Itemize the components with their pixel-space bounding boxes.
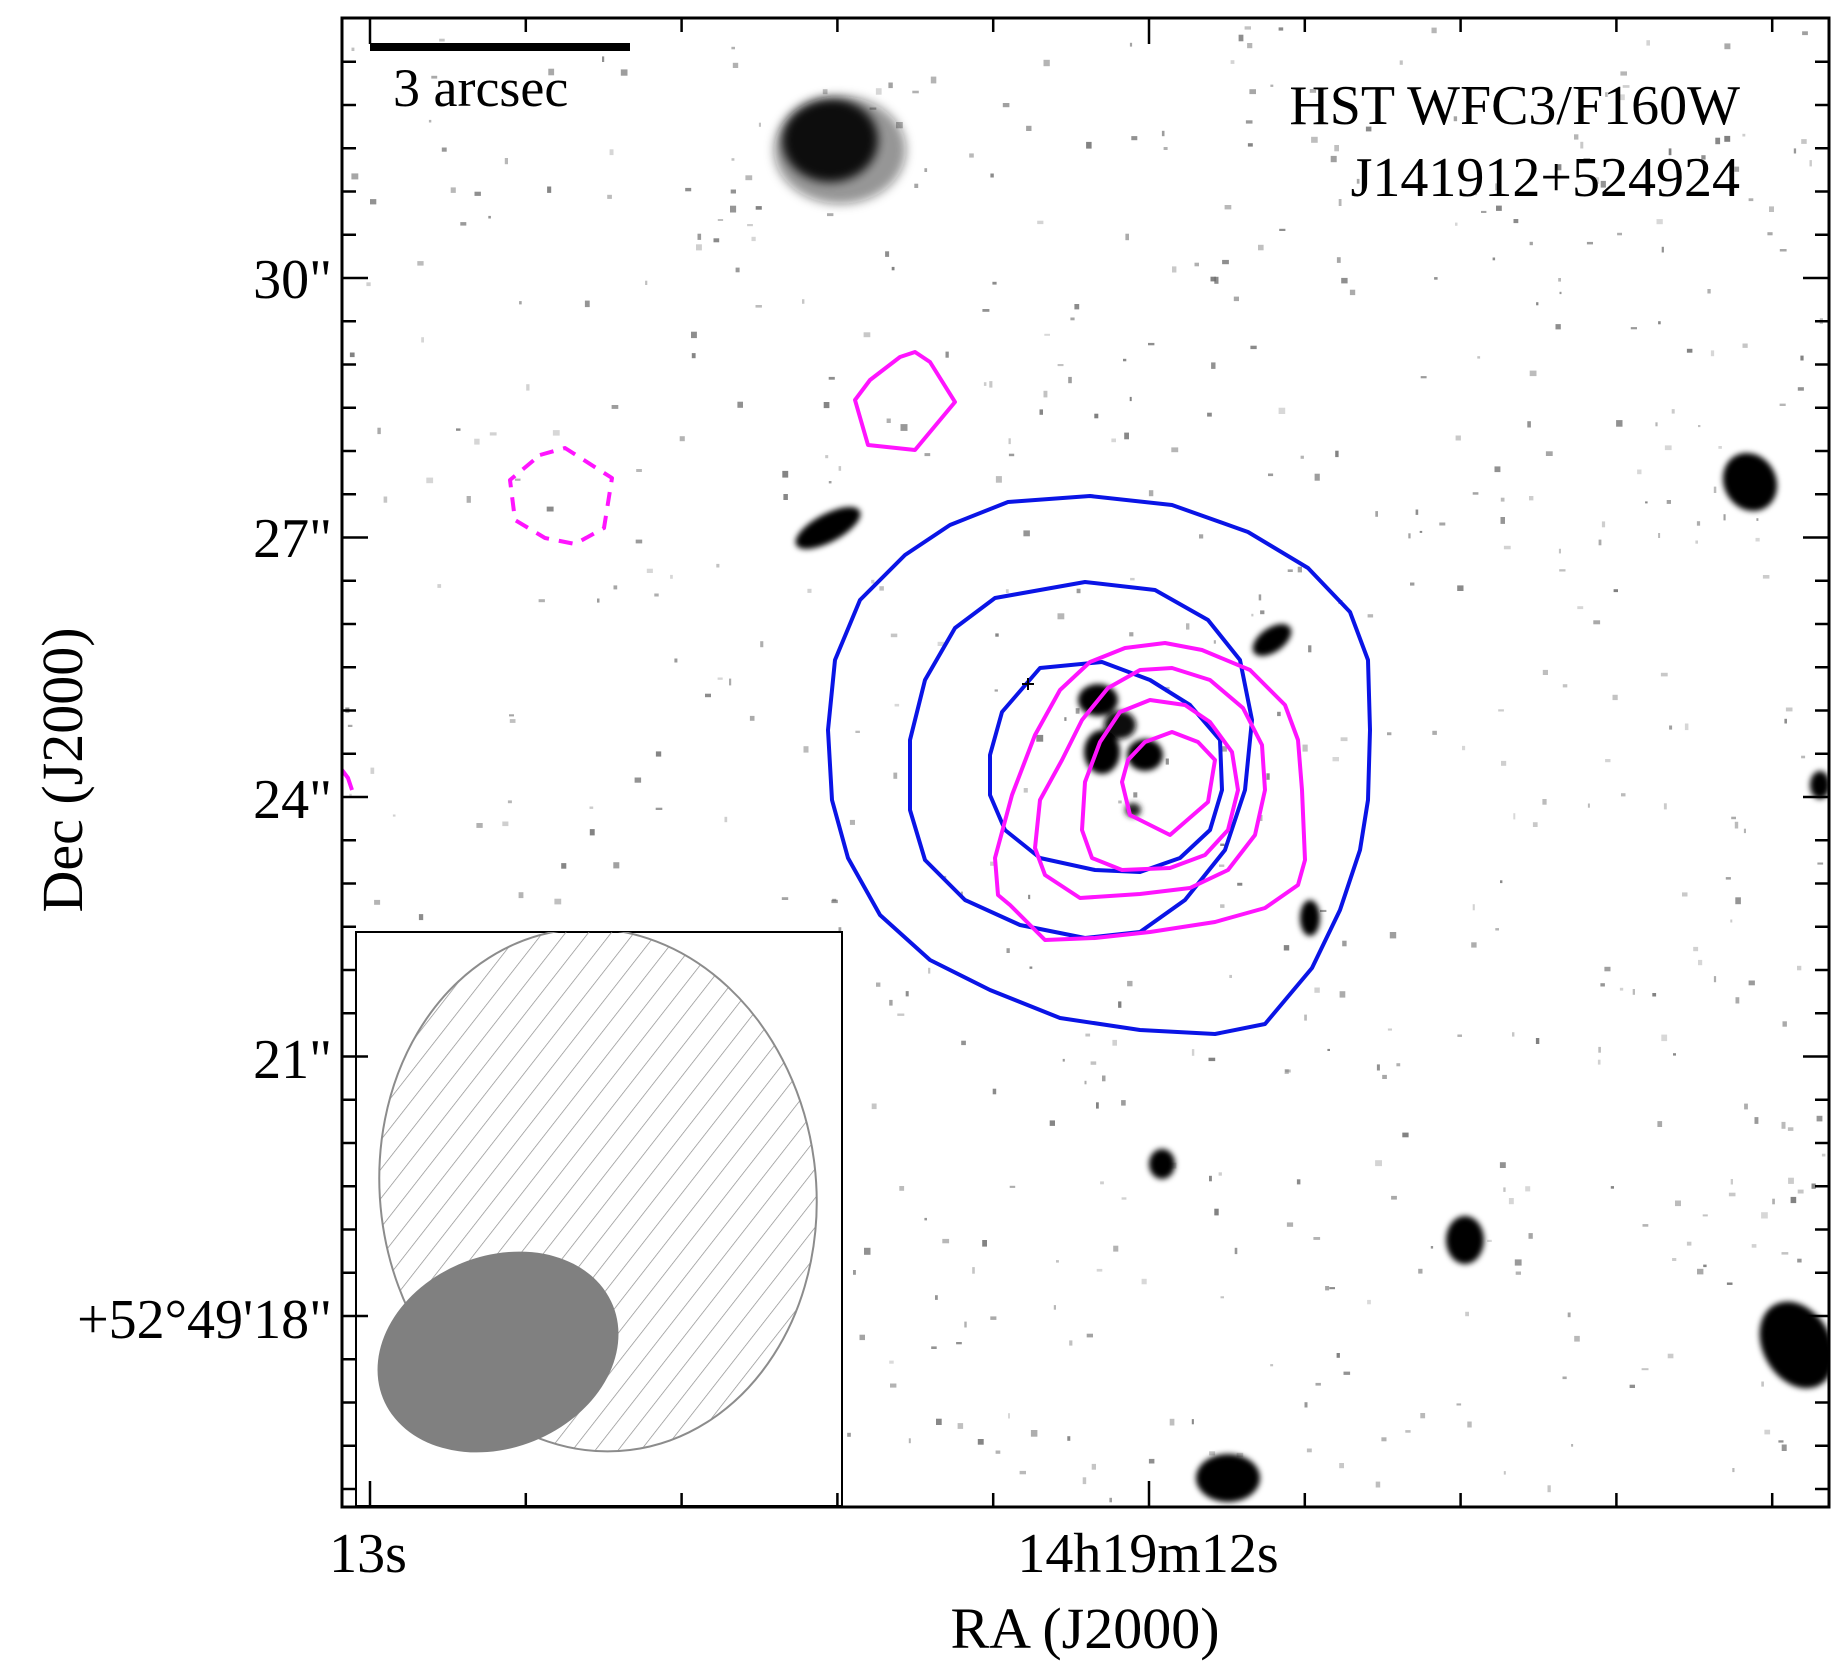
source-bottom — [1196, 1454, 1260, 1502]
y-tick-labels: 30" 27" 24" 21" +52°49'18" — [77, 249, 332, 1351]
magenta-contour-peak — [1120, 730, 1217, 837]
source-right-upper — [1722, 452, 1778, 512]
magenta-contour-outer — [993, 641, 1307, 942]
axis-ticks — [342, 18, 1829, 1507]
blue-contour-inner — [988, 660, 1224, 874]
magenta-contour-third — [1080, 698, 1240, 872]
beam-filled — [377, 1251, 619, 1453]
blue-contour-outer — [826, 494, 1372, 1036]
x-axis-title: RA (J2000) — [950, 1596, 1219, 1661]
scale-bar-label: 3 arcsec — [393, 58, 568, 118]
scale-bar: 3 arcsec — [370, 43, 630, 118]
magenta-contour-north — [853, 350, 957, 452]
x-tick-labels: 13s 14h19m12s — [329, 1523, 1279, 1585]
magenta-contours — [342, 350, 1307, 942]
source-elongated-left — [795, 507, 861, 549]
source-top-bright — [774, 96, 906, 204]
instrument-label: HST WFC3/F160W — [1289, 75, 1740, 137]
target-galaxy-clumps — [1078, 684, 1163, 817]
plot-frame — [340, 16, 1831, 1509]
y-tick-label-30: 30" — [253, 249, 332, 311]
y-tick-label-18: +52°49'18" — [77, 1289, 332, 1351]
source-name-label: J141912+524924 — [1351, 147, 1740, 209]
magenta-contour-edge-fragment — [342, 768, 354, 791]
y-axis-title: Dec (J2000) — [30, 627, 95, 912]
source-small-mid — [1149, 624, 1829, 1264]
y-tick-label-24: 24" — [253, 769, 332, 831]
magenta-contour-second — [1033, 666, 1267, 900]
source-right-lower — [1759, 1301, 1829, 1389]
x-tick-label-13s: 13s — [329, 1523, 407, 1585]
y-tick-label-27: 27" — [253, 508, 332, 570]
position-marker-cross — [1022, 678, 1034, 690]
y-tick-label-21: 21" — [253, 1029, 332, 1091]
beam-inset — [355, 931, 843, 1507]
x-tick-label-12s: 14h19m12s — [1017, 1523, 1278, 1585]
